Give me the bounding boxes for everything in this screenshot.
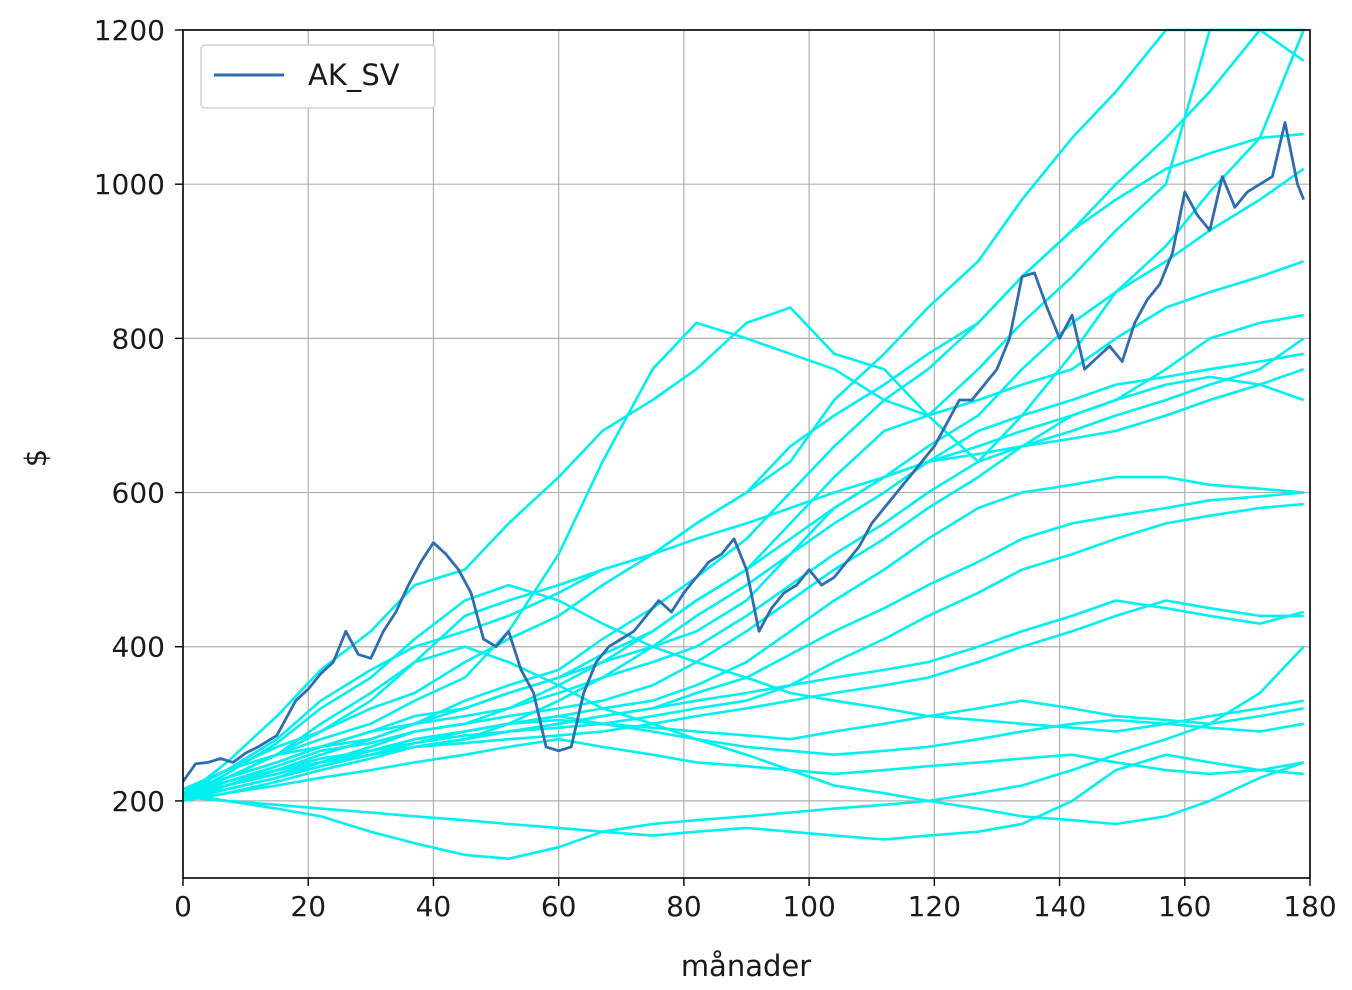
simulation-line <box>182 28 1304 791</box>
legend-box <box>200 44 436 109</box>
x-tick-label: 40 <box>416 890 452 923</box>
simulation-line <box>182 645 1305 860</box>
y-axis-ticks: 200 400 600 800 1000 1200 <box>94 14 183 818</box>
x-tick-label: 80 <box>666 890 702 923</box>
x-tick-label: 20 <box>290 890 326 923</box>
highlight-series <box>181 121 1305 783</box>
x-tick-label: 100 <box>782 890 835 923</box>
legend: AK_SV <box>200 44 436 109</box>
y-tick-label: 600 <box>112 477 165 510</box>
x-tick-label: 0 <box>174 890 192 923</box>
simulation-line <box>182 699 1304 799</box>
y-tick-label: 1200 <box>94 14 165 47</box>
simulation-line <box>182 753 1304 841</box>
x-axis-title: månader <box>681 949 811 983</box>
simulation-line <box>182 28 1305 799</box>
simulation-line <box>182 645 1305 826</box>
x-axis-ticks: 0 20 40 60 80 100 120 140 160 180 <box>174 878 1337 923</box>
x-tick-label: 60 <box>541 890 577 923</box>
simulation-line <box>182 714 1304 795</box>
x-tick-label: 160 <box>1158 890 1211 923</box>
plot-background <box>183 30 1310 878</box>
x-tick-label: 180 <box>1283 890 1336 923</box>
simulation-line <box>182 583 1304 799</box>
x-tick-label: 140 <box>1033 890 1086 923</box>
y-tick-label: 400 <box>112 631 165 664</box>
legend-label-ak-sv: AK_SV <box>308 58 400 92</box>
y-axis-title: $ <box>19 449 53 467</box>
simulation-line <box>182 337 1305 795</box>
simulation-line <box>182 737 1304 803</box>
y-tick-label: 800 <box>112 322 165 355</box>
simulation-line <box>182 375 1305 799</box>
simulation-lines <box>182 28 1305 860</box>
y-tick-label: 200 <box>112 785 165 818</box>
series-line-ak-sv <box>181 121 1305 783</box>
simulation-line <box>182 367 1305 795</box>
simulation-line <box>182 599 1305 803</box>
x-tick-label: 120 <box>908 890 961 923</box>
y-tick-label: 1000 <box>94 168 165 201</box>
plot-frame <box>182 29 1311 879</box>
